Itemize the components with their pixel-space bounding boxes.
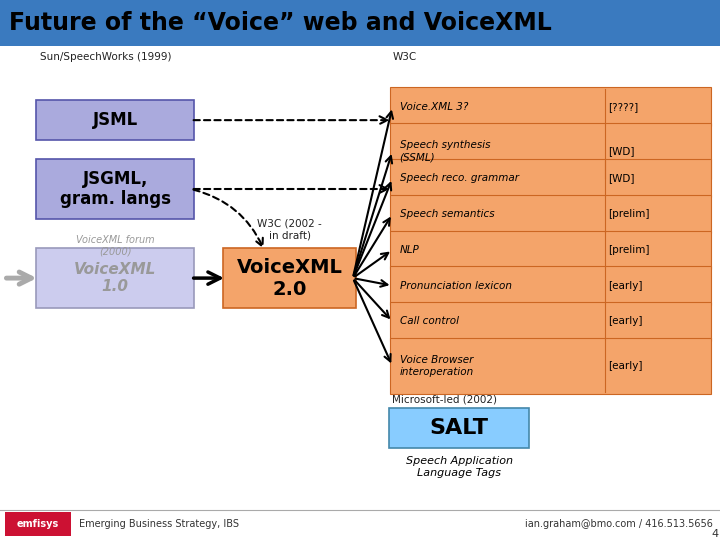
Text: W3C: W3C	[392, 52, 417, 62]
FancyBboxPatch shape	[390, 195, 711, 233]
Text: JSML: JSML	[93, 111, 138, 129]
Text: JSGML,
gram. langs: JSGML, gram. langs	[60, 170, 171, 208]
Text: [early]: [early]	[608, 316, 643, 327]
Text: Call control: Call control	[400, 316, 459, 327]
FancyBboxPatch shape	[390, 338, 711, 394]
Text: Speech reco. grammar: Speech reco. grammar	[400, 173, 518, 183]
Text: [????]: [????]	[608, 102, 639, 112]
Text: 4: 4	[711, 529, 719, 539]
FancyBboxPatch shape	[390, 159, 711, 198]
Text: Speech semantics: Speech semantics	[400, 209, 494, 219]
Text: [prelim]: [prelim]	[608, 209, 650, 219]
FancyBboxPatch shape	[36, 248, 194, 308]
FancyBboxPatch shape	[389, 408, 529, 448]
Text: Sun/SpeechWorks (1999): Sun/SpeechWorks (1999)	[40, 52, 171, 62]
Text: [WD]: [WD]	[608, 173, 635, 183]
Text: Microsoft-led (2002): Microsoft-led (2002)	[392, 395, 498, 404]
Text: Speech synthesis
(SSML): Speech synthesis (SSML)	[400, 140, 490, 162]
FancyBboxPatch shape	[390, 87, 711, 126]
Text: NLP: NLP	[400, 245, 419, 255]
FancyBboxPatch shape	[390, 267, 711, 305]
Text: [prelim]: [prelim]	[608, 245, 650, 255]
Text: W3C (2002 -
in draft): W3C (2002 - in draft)	[258, 219, 322, 240]
FancyBboxPatch shape	[390, 123, 711, 179]
FancyBboxPatch shape	[223, 248, 356, 308]
FancyBboxPatch shape	[36, 100, 194, 140]
Text: Voice Browser
interoperation: Voice Browser interoperation	[400, 355, 474, 377]
FancyBboxPatch shape	[390, 231, 711, 269]
Text: Emerging Business Strategy, IBS: Emerging Business Strategy, IBS	[79, 519, 239, 529]
Text: emfisys: emfisys	[17, 519, 59, 529]
Text: SALT: SALT	[430, 418, 488, 438]
Text: VoiceXML
2.0: VoiceXML 2.0	[237, 258, 343, 299]
Text: [early]: [early]	[608, 281, 643, 291]
FancyBboxPatch shape	[5, 512, 71, 536]
Text: [WD]: [WD]	[608, 146, 635, 156]
Text: [early]: [early]	[608, 361, 643, 371]
FancyBboxPatch shape	[0, 0, 720, 46]
Text: Future of the “Voice” web and VoiceXML: Future of the “Voice” web and VoiceXML	[9, 11, 552, 35]
FancyBboxPatch shape	[390, 302, 711, 341]
Text: VoiceXML
1.0: VoiceXML 1.0	[74, 262, 156, 294]
FancyBboxPatch shape	[36, 159, 194, 219]
Text: VoiceXML forum
(2000): VoiceXML forum (2000)	[76, 235, 155, 256]
Text: ian.graham@bmo.com / 416.513.5656: ian.graham@bmo.com / 416.513.5656	[525, 519, 713, 529]
Text: Voice.XML 3?: Voice.XML 3?	[400, 102, 468, 112]
Text: Speech Application
Language Tags: Speech Application Language Tags	[405, 456, 513, 478]
Text: Pronunciation lexicon: Pronunciation lexicon	[400, 281, 512, 291]
